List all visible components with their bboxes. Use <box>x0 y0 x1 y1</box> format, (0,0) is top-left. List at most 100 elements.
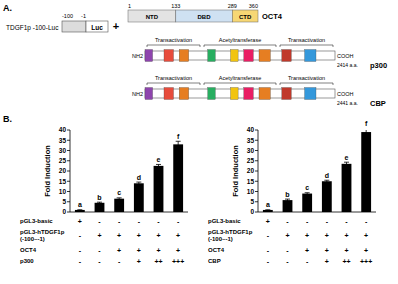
terminus-label: NH2 <box>132 91 143 97</box>
domain-box <box>244 88 254 100</box>
bar <box>361 132 371 212</box>
significance-letter: f <box>177 133 180 140</box>
position-label: -1 <box>81 13 86 19</box>
condition-value: - <box>286 258 289 265</box>
tick <box>67 212 70 213</box>
panel-label: B. <box>3 114 12 124</box>
error-bar <box>285 199 290 201</box>
condition-value: + <box>344 247 348 254</box>
domain-box <box>259 50 270 62</box>
condition-value: + <box>325 232 329 239</box>
condition-value: - <box>306 218 309 225</box>
tick-label: 5 <box>62 198 66 205</box>
tick-label: 40 <box>59 126 67 133</box>
protein-name: CBP <box>370 99 386 108</box>
position-label: 1 <box>128 3 131 9</box>
error-bar <box>156 164 161 167</box>
y-axis <box>70 130 71 212</box>
condition-value: + <box>137 258 141 265</box>
tick-label: 5 <box>250 198 254 205</box>
domain-box <box>164 50 174 62</box>
condition-value: - <box>267 247 270 254</box>
condition-value: + <box>137 247 141 254</box>
axis-title: Fold Induction <box>43 145 52 197</box>
condition-value: - <box>345 218 348 225</box>
plus-sign: + <box>113 20 119 32</box>
significance-letter: e <box>345 154 349 161</box>
tick-label: 30 <box>247 147 255 154</box>
chart: 0510152025303540Fold InductionabcdefpGL3… <box>20 126 188 264</box>
condition-value: +++ <box>172 258 184 265</box>
domain-label: CTD <box>239 14 252 20</box>
significance-letter: d <box>137 174 141 181</box>
condition-label: pGL3-basic <box>20 218 53 224</box>
condition-value: - <box>138 218 141 225</box>
error-bar <box>136 182 141 184</box>
bar <box>75 210 85 212</box>
condition-value: - <box>118 258 121 265</box>
domain-box <box>145 50 153 62</box>
protein-name: OCT4 <box>262 12 283 21</box>
condition-value: + <box>156 232 160 239</box>
bar <box>154 166 164 212</box>
bar <box>114 199 124 212</box>
condition-value: + <box>117 232 121 239</box>
bar <box>95 203 105 212</box>
tick <box>67 140 70 141</box>
region-label: Transactivation <box>288 37 325 43</box>
tick-label: 25 <box>247 157 255 164</box>
condition-value: - <box>267 232 270 239</box>
condition-label: OCT4 <box>20 247 37 253</box>
tick-label: 25 <box>59 157 67 164</box>
condition-value: - <box>286 247 289 254</box>
condition-value: + <box>137 232 141 239</box>
protein-name: p300 <box>370 61 387 70</box>
region-bracket <box>280 83 333 85</box>
error-bar <box>97 202 102 203</box>
terminus-label: NH2 <box>132 53 143 59</box>
tick-label: 20 <box>59 167 67 174</box>
x-axis <box>70 212 188 213</box>
tick-label: 40 <box>247 126 255 133</box>
region-label: Transactivation <box>288 75 325 81</box>
condition-value: ++ <box>154 258 162 265</box>
x-axis <box>258 212 376 213</box>
domain-box <box>208 50 216 62</box>
tick <box>67 130 70 131</box>
domain-box <box>305 50 316 62</box>
condition-value: - <box>79 247 82 254</box>
bar <box>263 210 273 212</box>
condition-value: - <box>286 218 289 225</box>
condition-value: + <box>364 232 368 239</box>
domain-label: NTD <box>146 14 159 20</box>
tick <box>255 201 258 202</box>
domain-box <box>176 10 232 22</box>
tick <box>255 181 258 182</box>
bar <box>173 144 183 212</box>
domain-box <box>305 88 316 100</box>
condition-value: + <box>325 247 329 254</box>
domain-box <box>232 10 258 22</box>
bar <box>342 164 352 212</box>
domain-box <box>179 50 189 62</box>
tick <box>67 171 70 172</box>
domain-box <box>259 88 270 100</box>
condition-value: + <box>305 247 309 254</box>
condition-value: + <box>266 218 270 225</box>
tick <box>255 191 258 192</box>
tick <box>255 140 258 141</box>
promoter-box <box>62 21 86 32</box>
region-label: Transactivation <box>155 75 192 81</box>
position-label: 133 <box>171 3 180 9</box>
condition-value: - <box>326 218 329 225</box>
error-bar <box>77 209 82 210</box>
position-label: 289 <box>228 3 237 9</box>
tick-label: 20 <box>247 167 255 174</box>
condition-value: - <box>118 218 121 225</box>
tick <box>67 201 70 202</box>
significance-letter: b <box>285 191 289 198</box>
domain-box <box>164 88 174 100</box>
condition-value: - <box>365 218 368 225</box>
tick-label: 10 <box>247 188 255 195</box>
condition-value: - <box>267 258 270 265</box>
